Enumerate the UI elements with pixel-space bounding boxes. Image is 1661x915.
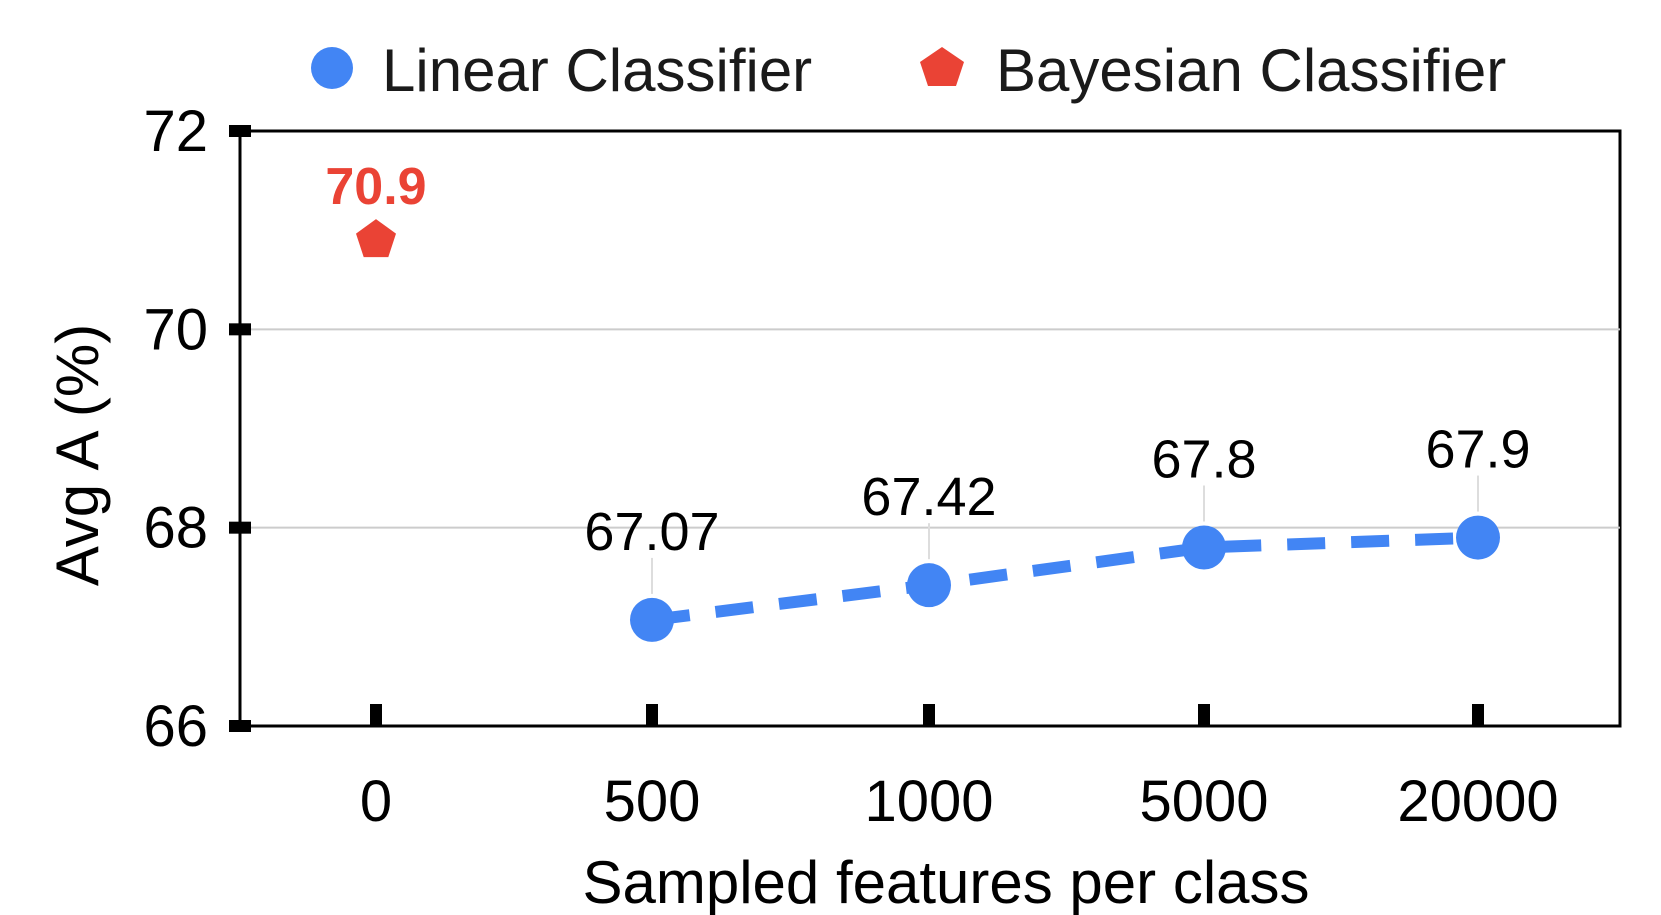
legend-bayes-marker xyxy=(920,47,964,86)
y-tick-mark xyxy=(229,720,251,732)
linear-data-point xyxy=(1182,525,1226,570)
legend-bayes-label: Bayesian Classifier xyxy=(996,37,1506,104)
y-axis-title: Avg A (%) xyxy=(44,324,111,586)
linear-data-point xyxy=(907,563,951,608)
linear-data-label: 67.9 xyxy=(1425,420,1530,480)
legend: Linear Classifier Bayesian Classifier xyxy=(311,37,1506,104)
linear-series-line xyxy=(651,531,1479,626)
plot-area xyxy=(238,129,1622,728)
y-axis: 66 68 70 72 xyxy=(143,99,251,759)
legend-linear-marker xyxy=(311,47,353,89)
x-tick-label: 0 xyxy=(360,769,392,834)
x-tick-label: 1000 xyxy=(864,769,993,834)
linear-data-label: 67.8 xyxy=(1151,430,1256,490)
x-tick-label: 5000 xyxy=(1139,769,1268,834)
y-tick-label: 72 xyxy=(143,99,208,164)
x-axis: 0 500 1000 5000 20000 xyxy=(360,704,1559,834)
legend-linear-label: Linear Classifier xyxy=(382,37,812,104)
y-tick-mark xyxy=(229,125,251,137)
y-tick-label: 66 xyxy=(143,694,208,759)
x-tick-mark xyxy=(1198,704,1210,726)
linear-data-point xyxy=(1456,515,1500,560)
bayes-data-label: 70.9 xyxy=(325,158,426,216)
series: 67.07 67.42 67.8 67.9 70.9 xyxy=(325,158,1531,642)
y-tick-mark xyxy=(229,323,251,336)
y-tick-mark xyxy=(229,521,251,534)
x-axis-title: Sampled features per class xyxy=(582,849,1309,915)
linear-data-label: 67.42 xyxy=(861,467,996,527)
y-tick-label: 70 xyxy=(143,297,208,362)
x-tick-mark xyxy=(1472,704,1484,726)
y-tick-label: 68 xyxy=(143,496,208,561)
linear-data-point xyxy=(630,597,674,642)
x-tick-mark xyxy=(923,704,935,726)
x-tick-mark xyxy=(370,704,382,726)
x-tick-mark xyxy=(646,704,658,726)
x-tick-label: 20000 xyxy=(1397,769,1558,834)
bayes-data-point xyxy=(356,219,396,258)
linear-data-label: 67.07 xyxy=(584,502,719,562)
x-tick-label: 500 xyxy=(604,769,701,834)
